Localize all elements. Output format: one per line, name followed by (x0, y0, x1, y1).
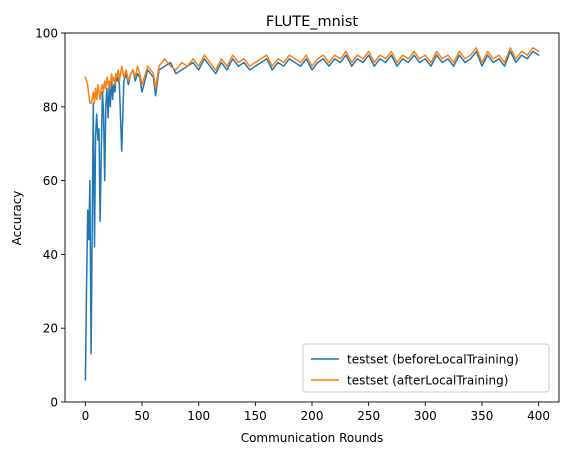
series-line-2 (84, 47, 540, 104)
y-axis-label: Accuracy (10, 191, 24, 246)
series-line-1 (84, 50, 540, 381)
x-tick-label: 150 (244, 409, 267, 423)
x-tick-label: 400 (527, 409, 550, 423)
y-tick-label: 60 (43, 174, 58, 188)
legend: testset (beforeLocalTraining) testset (af… (302, 343, 550, 393)
y-tick-label: 20 (43, 322, 58, 336)
y-tick-label: 0 (50, 396, 58, 410)
y-tick-label: 40 (43, 248, 58, 262)
plot-area: 0 50 100 150 200 250 300 350 400 0 20 40 60 80 100 (35, 27, 560, 423)
y-tick-label: 80 (43, 100, 58, 114)
x-tick-label: 200 (301, 409, 324, 423)
legend-label-1: testset (beforeLocalTraining) (347, 353, 519, 367)
x-tick-label: 350 (471, 409, 494, 423)
x-tick-label: 300 (414, 409, 437, 423)
x-tick-label: 0 (82, 409, 90, 423)
x-axis-label: Communication Rounds (241, 431, 384, 445)
legend-label-2: testset (afterLocalTraining) (347, 374, 508, 388)
x-tick-label: 50 (134, 409, 149, 423)
chart-title: FLUTE_mnist (266, 14, 358, 30)
x-tick-label: 250 (357, 409, 380, 423)
x-tick-label: 100 (187, 409, 210, 423)
y-tick-label: 100 (35, 27, 58, 41)
legend-box (302, 343, 550, 393)
